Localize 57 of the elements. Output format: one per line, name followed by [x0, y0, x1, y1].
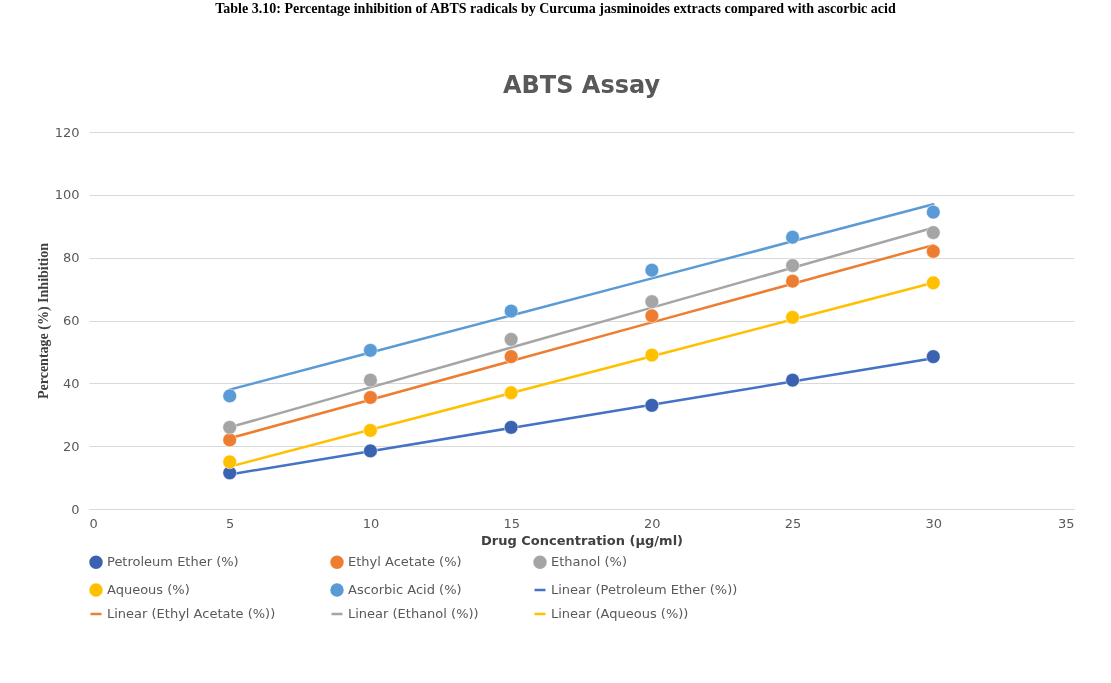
point [363, 390, 378, 405]
y-tick-label: 20 [62, 438, 80, 454]
y-tick-label: 40 [62, 375, 80, 391]
point [926, 275, 941, 290]
point [644, 347, 659, 363]
x-tick-label: 20 [644, 515, 661, 531]
point [644, 308, 659, 323]
x-tick-label: 10 [362, 515, 380, 531]
point [222, 432, 237, 448]
y-axis-title: Percentage (%) Inhibition [35, 242, 52, 400]
legend-label: Linear (Ethyl Acetate (%)) [107, 606, 276, 621]
x-axis-title: Drug Concentration (µg/ml) [480, 532, 684, 548]
point [222, 388, 237, 404]
legend-label: Petroleum Ether (%) [107, 554, 239, 570]
legend-label: Linear (Petroleum Ether (%)) [551, 582, 738, 597]
y-tick-label: 0 [71, 501, 80, 517]
point [785, 230, 800, 245]
point [926, 244, 941, 259]
x-tick-label: 30 [925, 515, 943, 531]
point [926, 225, 941, 240]
chart-title: ABTS Assay [502, 71, 661, 99]
caption: Table 3.10: Percentage inhibition of ABTS radicals by Curcuma jasminoides extracts compared with ascorbic acid [214, 0, 897, 18]
point [363, 443, 378, 459]
point [222, 454, 237, 469]
x-tick-label: 15 [503, 515, 520, 531]
point [504, 332, 519, 347]
point [504, 349, 519, 364]
point [222, 420, 237, 435]
x-tick-label: 0 [89, 515, 98, 531]
point [504, 385, 519, 400]
legend-label: Linear (Aqueous (%)) [551, 606, 689, 621]
point [363, 423, 378, 438]
point [785, 274, 800, 289]
point [785, 258, 800, 273]
legend-label: Ethyl Acetate (%) [348, 554, 462, 570]
point [504, 303, 519, 319]
point [363, 373, 378, 388]
point [363, 343, 378, 358]
point [644, 294, 659, 309]
point [785, 310, 800, 325]
legend-label: Linear (Ethanol (%)) [348, 606, 479, 621]
y-tick-label: 80 [62, 250, 80, 266]
x-tick-label: 5 [226, 515, 235, 531]
y-tick-label: 120 [54, 124, 80, 140]
point [926, 204, 941, 220]
x-tick-label: 35 [1057, 515, 1075, 531]
legend-label: Ethanol (%) [551, 554, 627, 570]
point [926, 349, 941, 364]
legend-label: Aqueous (%) [107, 582, 190, 597]
y-tick-label: 60 [62, 313, 80, 328]
legend-label: Ascorbic Acid (%) [348, 582, 462, 597]
x-tick-label: 25 [784, 515, 802, 531]
point [644, 263, 659, 278]
y-tick-label: 100 [54, 187, 80, 203]
point [644, 398, 659, 413]
point [504, 420, 519, 435]
point [785, 373, 800, 388]
